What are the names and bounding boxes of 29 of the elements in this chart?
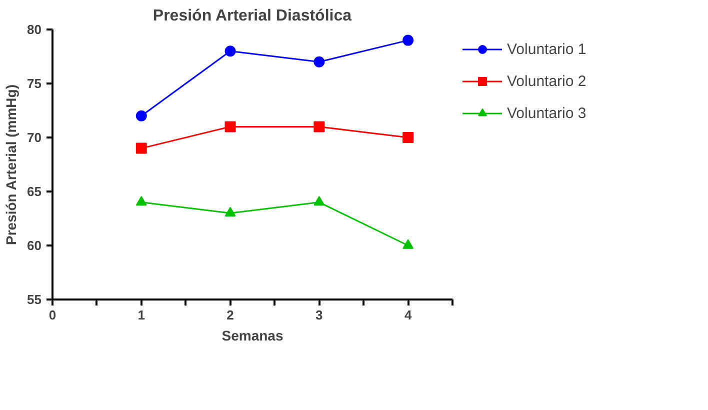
y-axis-title: Presión Arterial (mmHg) [3, 84, 20, 246]
x-tick-label: 3 [316, 308, 323, 322]
point [402, 239, 414, 249]
point [402, 132, 414, 143]
legend-label: Voluntario 2 [507, 72, 586, 90]
point [136, 196, 147, 206]
point [224, 206, 236, 216]
point [224, 121, 236, 132]
y-tick-label: 65 [27, 184, 42, 199]
point [224, 46, 236, 57]
y-tick-label: 70 [27, 130, 42, 145]
point [136, 142, 147, 154]
x-tick-label: 0 [48, 308, 56, 322]
legend-label: Voluntario 3 [507, 104, 586, 122]
x-tick-label: 1 [138, 308, 146, 322]
y-tick-label: 80 [27, 22, 42, 37]
x-tick-label: 2 [226, 308, 234, 322]
point [314, 56, 325, 68]
point [314, 121, 325, 132]
point [402, 34, 414, 46]
y-tick-label: 60 [27, 238, 42, 253]
point [314, 196, 325, 206]
x-tick-label: 4 [404, 308, 412, 322]
chart-title: Presión Arterial Diastólica [152, 8, 352, 24]
x-axis-title: Semanas [222, 328, 284, 344]
y-tick-label: 55 [27, 292, 42, 307]
point [136, 110, 147, 122]
legend-label: Voluntario 1 [507, 40, 586, 58]
y-tick-label: 75 [27, 76, 42, 91]
